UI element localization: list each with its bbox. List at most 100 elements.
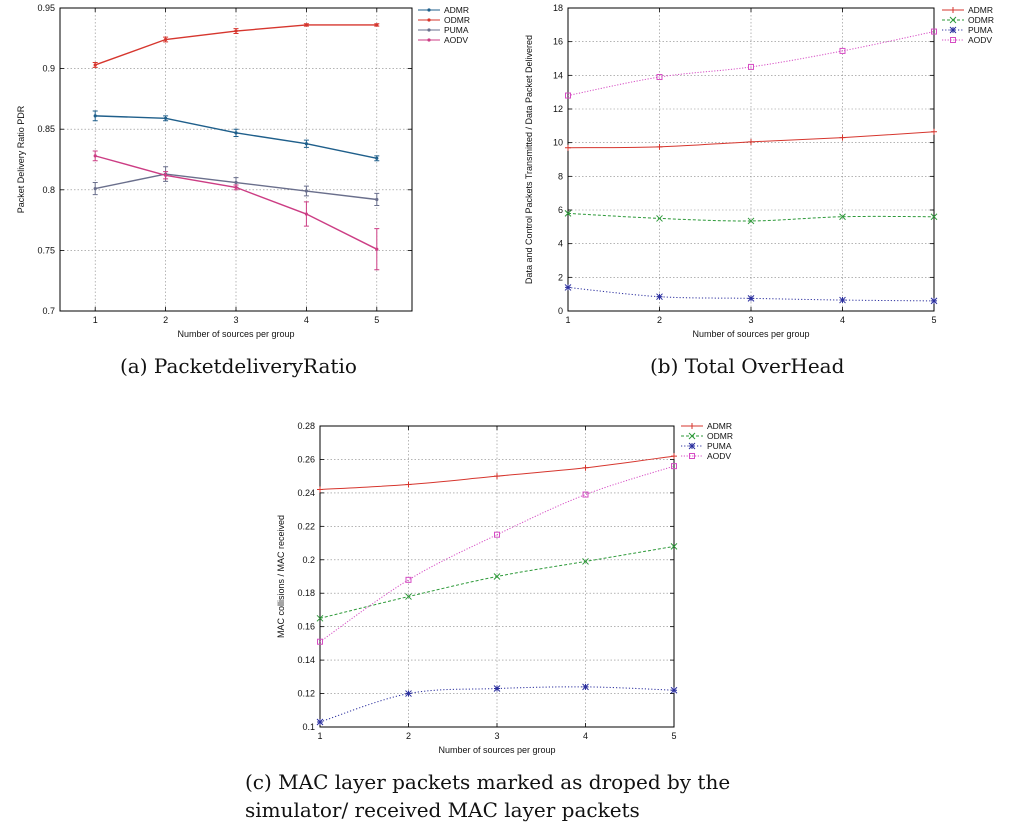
data-point (671, 453, 677, 460)
x-tick-label: 2 (406, 731, 411, 741)
y-tick-label: 4 (558, 239, 563, 249)
caption-pdr: (a) PacketdeliveryRatio (120, 354, 357, 378)
series-aodv (92, 150, 380, 271)
legend-item: PUMA (942, 25, 993, 35)
data-point (375, 156, 379, 160)
legend-marker (949, 26, 957, 34)
data-point (494, 531, 500, 538)
data-point (564, 210, 572, 217)
data-point (93, 63, 97, 67)
data-point (493, 573, 501, 580)
y-tick-label: 0.24 (297, 488, 315, 498)
legend-label: PUMA (968, 25, 993, 35)
x-tick-label: 3 (233, 315, 238, 325)
series-odmr (92, 23, 380, 68)
grid-lines (568, 8, 934, 311)
data-point (494, 473, 500, 480)
data-point (375, 247, 379, 251)
chart-panel-pdr: 1 2 3 4 5 0.7 0.75 0.8 0.85 0.9 0.95 Number of sour… (0, 0, 470, 400)
y-tick-label: 0.14 (297, 655, 315, 665)
y-tick-label: 0.22 (297, 521, 315, 531)
data-point (931, 128, 937, 135)
x-tick-label: 4 (304, 315, 309, 325)
y-tick-label: 0.7 (42, 306, 55, 316)
x-tick-label: 3 (748, 315, 753, 325)
caption-mac-line1: (c) MAC layer packets marked as droped b… (245, 770, 731, 794)
data-point (304, 212, 308, 216)
y-tick-label: 0.26 (297, 454, 315, 464)
series-line (319, 465, 675, 643)
x-tick-label: 2 (657, 315, 662, 325)
legend-label: ADMR (968, 5, 993, 15)
data-point (304, 23, 308, 27)
data-point (930, 213, 938, 221)
legend-item: AODV (681, 451, 731, 461)
tick-labels: 1 2 3 4 5 0.7 0.75 0.8 0.85 0.9 0.95 (37, 3, 412, 325)
legend-label: AODV (707, 451, 731, 461)
data-point (656, 215, 663, 222)
chart-mac: 1 2 3 4 5 0.1 0.12 0.14 0.16 0.18 0.2 0.22 0.24 0.26 0… (276, 421, 733, 755)
data-point (316, 614, 324, 622)
legend-label: PUMA (707, 441, 732, 451)
data-point (93, 186, 97, 191)
legend-item: ADMR (418, 5, 469, 15)
legend-marker (427, 38, 431, 42)
data-point (304, 142, 308, 146)
data-point (582, 491, 589, 498)
data-point (839, 134, 846, 141)
y-tick-label: 2 (558, 272, 563, 282)
x-tick-label: 1 (93, 315, 98, 325)
data-point (317, 638, 323, 645)
y-axis-label: MAC collisions / MAC received (276, 515, 286, 638)
data-point (164, 37, 168, 42)
data-point (405, 593, 412, 600)
y-tick-label: 0.8 (42, 185, 55, 195)
y-tick-label: 6 (558, 205, 563, 215)
data-point (582, 683, 589, 691)
data-point (234, 29, 238, 33)
legend-item: PUMA (418, 25, 469, 35)
series-puma (564, 284, 938, 305)
x-tick-label: 4 (583, 731, 588, 741)
x-axis-label: Number of sources per group (438, 745, 555, 755)
y-tick-label: 0.16 (297, 622, 315, 632)
legend-marker (949, 16, 957, 24)
data-point (304, 189, 308, 193)
series-aodv (565, 28, 937, 99)
x-axis-label: Number of sources per group (692, 329, 809, 339)
y-axis-label: Data and Control Packets Transmitted / D… (524, 35, 534, 284)
y-tick-label: 0.75 (37, 245, 55, 255)
legend-marker (688, 442, 696, 450)
series-puma (316, 683, 678, 726)
x-tick-label: 3 (494, 731, 499, 741)
x-tick-label: 5 (374, 315, 379, 325)
data-point (670, 543, 678, 550)
legend-label: ADMR (444, 5, 469, 15)
series-admr (317, 453, 677, 493)
data-point (234, 185, 238, 189)
legend-item: PUMA (681, 441, 732, 451)
series-odmr (564, 210, 938, 225)
data-point (565, 144, 571, 151)
legend-item: ADMR (942, 5, 993, 15)
legend-marker (950, 37, 956, 43)
series-admr (92, 110, 380, 162)
y-axis-label: Packet Delivery Ratio PDR (16, 105, 26, 213)
y-tick-label: 18 (553, 3, 563, 13)
data-point (405, 690, 412, 697)
data-point (747, 295, 755, 302)
legend-label: ODMR (968, 15, 994, 25)
series-puma (92, 166, 380, 207)
caption-mac: (c) MAC layer packets marked as droped b… (245, 768, 805, 824)
data-point (582, 558, 589, 565)
y-tick-label: 0 (558, 306, 563, 316)
grid-lines (320, 426, 674, 727)
series-admr (565, 128, 937, 151)
y-tick-label: 0.28 (297, 421, 315, 431)
y-tick-label: 0.95 (37, 3, 55, 13)
data-point (839, 213, 846, 221)
data-point (93, 114, 97, 118)
grid-lines (60, 8, 412, 311)
